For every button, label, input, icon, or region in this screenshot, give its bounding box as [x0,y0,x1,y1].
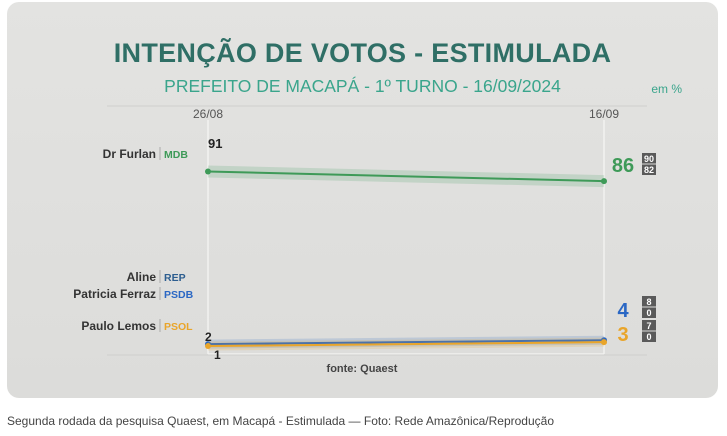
candidate-name-3: Paulo Lemos [81,319,156,333]
range-max-2: 8 [646,297,651,307]
series-line-2 [207,339,605,346]
candidate-name-1: Aline [127,270,157,284]
source-label: fonte: Quaest [327,363,398,375]
x-tick-label-0: 26/08 [193,107,223,121]
point-start-3 [205,343,211,350]
point-end-0 [601,178,607,185]
start-value-0: 91 [208,136,222,151]
series-line-3 [207,341,605,348]
photo-caption: Segunda rodada da pesquisa Quaest, em Ma… [7,414,554,428]
start-value-3: 1 [214,348,221,362]
point-end-3 [601,339,607,346]
range-max-3: 7 [646,321,651,331]
chart-subtitle: PREFEITO DE MACAPÁ - 1º TURNO - 16/09/20… [164,76,561,96]
party-label-1: REP [164,272,186,284]
end-value-3: 3 [617,324,628,346]
range-min-3: 0 [646,332,651,342]
range-min-2: 0 [646,308,651,318]
party-label-0: MDB [164,149,188,161]
chart-card: INTENÇÃO DE VOTOS - ESTIMULADA PREFEITO … [7,2,718,398]
x-tick-label-1: 16/09 [589,107,619,121]
party-label-3: PSOL [164,321,193,333]
start-value-2: 2 [205,330,212,344]
range-min-0: 82 [644,165,654,175]
candidate-name-0: Dr Furlan [103,147,156,161]
end-value-0: 86 [612,155,634,177]
party-label-2: PSDB [164,289,194,301]
point-start-0 [205,168,211,175]
line-chart: 26/08 16/09 Dr Furlan MDB Aline REP Patricia F… [73,105,656,375]
unit-label: em % [651,82,682,96]
chart-title: INTENÇÃO DE VOTOS - ESTIMULADA [113,38,612,68]
series-line-0 [207,170,605,183]
end-value-2: 4 [617,300,629,322]
candidate-name-2: Patricia Ferraz [73,287,156,301]
range-max-0: 90 [644,154,654,164]
